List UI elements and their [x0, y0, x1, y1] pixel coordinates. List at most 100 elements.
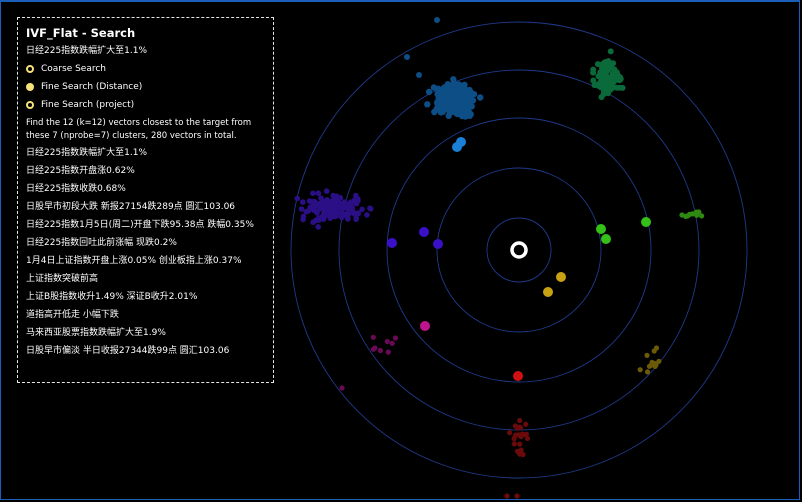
legend-fine-search-distance[interactable]: Fine Search (Distance) — [26, 81, 265, 93]
vector-point[interactable] — [300, 216, 306, 223]
vector-point[interactable] — [608, 74, 615, 80]
vector-point[interactable] — [524, 435, 531, 442]
vector-point[interactable] — [312, 217, 319, 224]
vector-point[interactable] — [517, 417, 523, 424]
vector-point[interactable] — [517, 441, 523, 447]
vector-point[interactable] — [370, 334, 376, 340]
vector-point[interactable] — [455, 106, 462, 114]
nearest-result-point[interactable] — [641, 217, 651, 227]
vector-point[interactable] — [462, 113, 469, 120]
vector-point[interactable] — [354, 211, 360, 217]
vector-point[interactable] — [602, 72, 609, 79]
legend-fine-search-project[interactable]: Fine Search (project) — [26, 99, 265, 111]
vector-point[interactable] — [514, 448, 521, 454]
vector-point[interactable] — [647, 363, 654, 369]
vector-point[interactable] — [335, 198, 342, 204]
nearest-result-point[interactable] — [456, 137, 466, 147]
vector-point[interactable] — [306, 198, 313, 204]
vector-point[interactable] — [456, 86, 463, 93]
target-vector[interactable] — [510, 241, 528, 259]
vector-point[interactable] — [595, 81, 602, 88]
vector-point[interactable] — [507, 430, 513, 436]
vector-point[interactable] — [424, 101, 431, 108]
vector-point[interactable] — [462, 107, 469, 115]
vector-point[interactable] — [449, 87, 456, 95]
nearest-result-point[interactable] — [543, 287, 553, 297]
vector-point[interactable] — [298, 206, 305, 212]
vector-point[interactable] — [504, 493, 510, 499]
vector-point[interactable] — [518, 425, 524, 431]
vector-point[interactable] — [389, 340, 395, 346]
vector-point[interactable] — [601, 59, 608, 66]
vector-point[interactable] — [607, 48, 614, 55]
vector-point[interactable] — [463, 101, 470, 109]
vector-point[interactable] — [367, 206, 374, 212]
vector-point[interactable] — [462, 90, 469, 98]
vector-point[interactable] — [511, 441, 517, 447]
vector-point[interactable] — [353, 215, 360, 222]
vector-point[interactable] — [364, 212, 370, 218]
vector-point[interactable] — [461, 81, 468, 89]
vector-point[interactable] — [385, 349, 391, 355]
vector-point[interactable] — [637, 367, 643, 373]
vector-point[interactable] — [320, 216, 327, 222]
vector-point[interactable] — [445, 112, 452, 120]
vector-point[interactable] — [699, 213, 705, 219]
nearest-result-point[interactable] — [601, 234, 611, 244]
vector-point[interactable] — [652, 363, 658, 369]
vector-point[interactable] — [309, 203, 315, 210]
nearest-result-point[interactable] — [513, 371, 523, 381]
vector-point[interactable] — [656, 358, 662, 364]
vector-point[interactable] — [294, 195, 301, 202]
vector-point[interactable] — [441, 88, 448, 96]
vector-point[interactable] — [315, 224, 322, 230]
nearest-result-point[interactable] — [387, 238, 397, 248]
vector-point[interactable] — [404, 54, 410, 60]
vector-point[interactable] — [523, 421, 529, 427]
vector-point[interactable] — [320, 205, 327, 212]
vector-point[interactable] — [372, 345, 378, 351]
vector-point[interactable] — [617, 74, 623, 81]
vector-point[interactable] — [359, 206, 365, 213]
vector-point[interactable] — [514, 493, 520, 499]
vector-point[interactable] — [324, 197, 330, 203]
vector-point[interactable] — [653, 345, 660, 351]
nearest-result-point[interactable] — [596, 224, 606, 234]
vector-point[interactable] — [444, 81, 452, 88]
vector-point[interactable] — [693, 209, 699, 215]
vector-point[interactable] — [603, 78, 610, 84]
vector-point[interactable] — [468, 103, 475, 110]
vector-point[interactable] — [458, 95, 465, 102]
vector-point[interactable] — [438, 95, 445, 103]
vector-point[interactable] — [334, 212, 340, 219]
vector-point[interactable] — [434, 86, 441, 94]
vector-point[interactable] — [598, 94, 605, 101]
vector-point[interactable] — [341, 205, 348, 211]
vector-point[interactable] — [516, 432, 522, 438]
vector-point[interactable] — [326, 201, 333, 207]
vector-point[interactable] — [345, 216, 351, 222]
vector-point[interactable] — [343, 211, 349, 217]
vector-point[interactable] — [341, 199, 348, 205]
vector-point[interactable] — [605, 90, 611, 97]
vector-point[interactable] — [440, 107, 447, 114]
vector-point[interactable] — [310, 190, 316, 197]
nearest-result-point[interactable] — [420, 321, 430, 331]
vector-point[interactable] — [512, 423, 519, 429]
vector-point[interactable] — [323, 188, 330, 194]
vector-point[interactable] — [683, 213, 689, 219]
vector-point[interactable] — [339, 385, 345, 391]
vector-point[interactable] — [616, 84, 623, 91]
vector-point[interactable] — [608, 61, 615, 68]
vector-point[interactable] — [377, 347, 383, 354]
vector-point[interactable] — [425, 88, 433, 96]
vector-point[interactable] — [594, 61, 601, 68]
nearest-result-point[interactable] — [556, 272, 566, 282]
vector-point[interactable] — [327, 210, 333, 216]
vector-point[interactable] — [599, 64, 605, 71]
vector-point[interactable] — [434, 17, 440, 23]
vector-point[interactable] — [522, 431, 528, 438]
vector-point[interactable] — [434, 101, 442, 109]
vector-point[interactable] — [392, 335, 399, 341]
vector-point[interactable] — [384, 338, 390, 345]
